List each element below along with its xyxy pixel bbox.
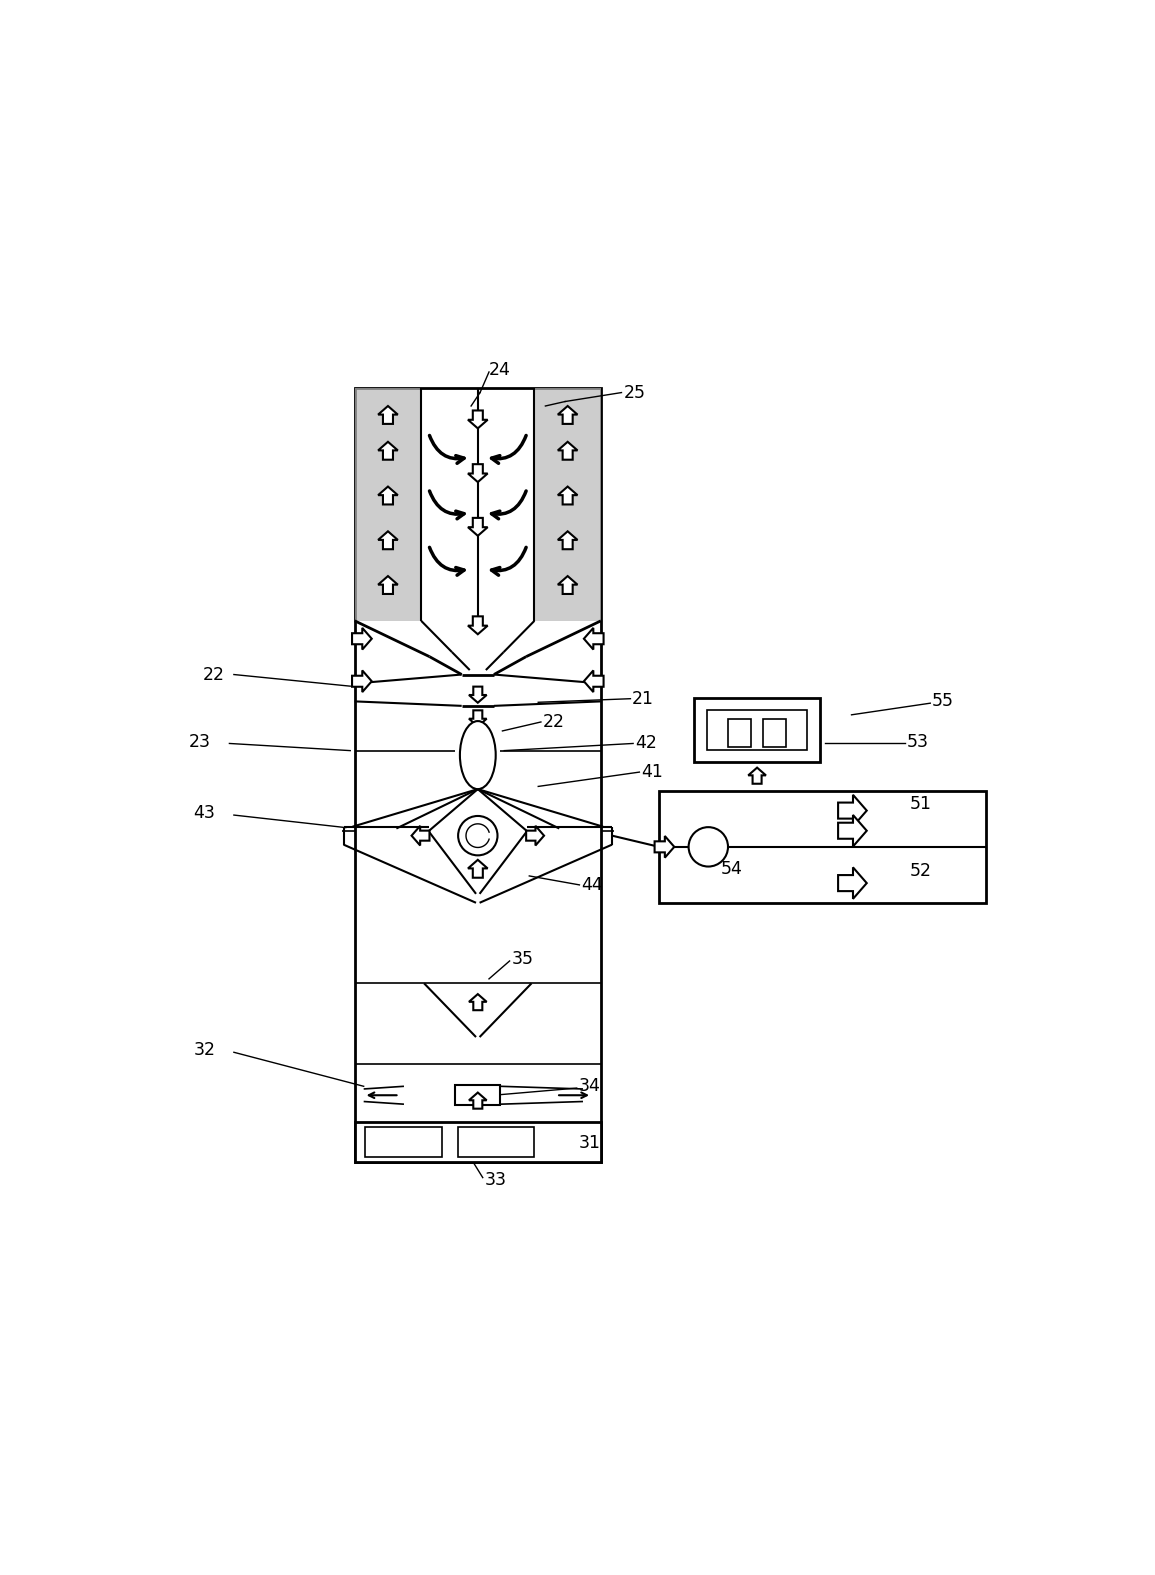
- Polygon shape: [378, 487, 397, 504]
- Text: 44: 44: [581, 876, 603, 895]
- Bar: [729, 720, 751, 747]
- Ellipse shape: [460, 721, 495, 789]
- Polygon shape: [558, 487, 578, 504]
- Text: 51: 51: [910, 795, 932, 813]
- Polygon shape: [558, 576, 578, 594]
- Polygon shape: [839, 868, 866, 899]
- Polygon shape: [655, 836, 675, 858]
- Text: 42: 42: [635, 734, 657, 753]
- Polygon shape: [378, 531, 397, 550]
- Text: 35: 35: [512, 950, 534, 969]
- Text: 31: 31: [579, 1134, 601, 1151]
- Polygon shape: [469, 710, 486, 726]
- Text: 55: 55: [932, 693, 954, 710]
- Text: 22: 22: [543, 713, 565, 731]
- Polygon shape: [469, 687, 486, 702]
- Polygon shape: [411, 825, 430, 846]
- Bar: [457, 1128, 534, 1158]
- Bar: [365, 1128, 441, 1158]
- Polygon shape: [352, 628, 372, 649]
- Polygon shape: [468, 465, 487, 482]
- Polygon shape: [468, 411, 487, 428]
- Polygon shape: [748, 767, 766, 784]
- Bar: [455, 1085, 500, 1106]
- Text: 24: 24: [489, 361, 511, 380]
- Text: 22: 22: [202, 666, 224, 684]
- Text: 43: 43: [194, 805, 216, 822]
- Polygon shape: [469, 994, 486, 1010]
- Polygon shape: [469, 1093, 486, 1109]
- Polygon shape: [355, 387, 422, 621]
- Text: 54: 54: [721, 860, 743, 877]
- Polygon shape: [468, 860, 487, 877]
- Polygon shape: [584, 671, 604, 691]
- Text: 52: 52: [910, 863, 932, 880]
- Polygon shape: [535, 387, 601, 621]
- Text: 53: 53: [907, 732, 929, 751]
- Polygon shape: [839, 795, 866, 827]
- Polygon shape: [468, 616, 487, 635]
- Polygon shape: [378, 406, 397, 424]
- Polygon shape: [839, 814, 866, 846]
- Polygon shape: [378, 576, 397, 594]
- Text: 41: 41: [641, 764, 663, 781]
- Text: 32: 32: [194, 1041, 216, 1060]
- Polygon shape: [584, 628, 604, 649]
- Polygon shape: [468, 518, 487, 536]
- Bar: [355, 1121, 601, 1162]
- Text: 21: 21: [632, 690, 654, 707]
- Bar: [763, 720, 785, 747]
- Text: 23: 23: [189, 732, 211, 751]
- Bar: [707, 710, 807, 750]
- Circle shape: [688, 827, 728, 866]
- Text: 25: 25: [624, 384, 646, 402]
- Polygon shape: [378, 443, 397, 460]
- Polygon shape: [558, 531, 578, 550]
- Polygon shape: [352, 671, 372, 691]
- Bar: [355, 387, 601, 1162]
- Polygon shape: [527, 825, 544, 846]
- Text: 34: 34: [579, 1077, 601, 1095]
- Polygon shape: [558, 406, 578, 424]
- Polygon shape: [558, 443, 578, 460]
- Circle shape: [459, 816, 498, 855]
- Bar: [694, 698, 820, 762]
- Bar: [660, 791, 986, 902]
- Text: 33: 33: [485, 1172, 507, 1189]
